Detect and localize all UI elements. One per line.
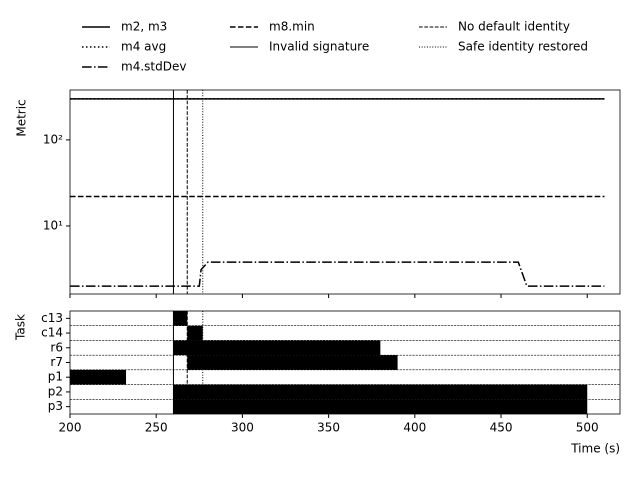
legend-label: m4.stdDev bbox=[121, 60, 186, 74]
task-bar bbox=[173, 399, 588, 414]
x-tick-label: 350 bbox=[317, 421, 340, 435]
x-tick-label: 450 bbox=[490, 421, 513, 435]
x-tick-label: 300 bbox=[231, 421, 254, 435]
task-bar bbox=[187, 325, 203, 341]
y-tick-label: 10¹ bbox=[43, 218, 63, 232]
x-tick-label: 250 bbox=[145, 421, 168, 435]
task-bar bbox=[173, 384, 588, 400]
task-bar bbox=[187, 355, 398, 370]
task-bar bbox=[173, 340, 381, 356]
legend-label: Safe identity restored bbox=[458, 40, 588, 54]
legend-label: m2, m3 bbox=[121, 20, 167, 34]
x-axis-label: Time (s) bbox=[570, 442, 620, 456]
y-axis-label: Task bbox=[14, 314, 28, 341]
y-tick-label: p3 bbox=[48, 399, 63, 413]
legend-label: No default identity bbox=[458, 20, 570, 34]
x-tick-label: 400 bbox=[403, 421, 426, 435]
x-tick-label: 200 bbox=[59, 421, 82, 435]
y-tick-label: c14 bbox=[41, 326, 63, 340]
y-tick-label: r6 bbox=[50, 340, 63, 354]
y-tick-label: p2 bbox=[48, 384, 63, 398]
legend-label: m4 avg bbox=[121, 40, 166, 54]
y-tick-label: p1 bbox=[48, 370, 63, 384]
y-axis-label: Metric bbox=[15, 99, 29, 136]
plot-frame bbox=[69, 89, 621, 295]
y-tick-label: r7 bbox=[50, 355, 63, 369]
legend-label: m8.min bbox=[269, 20, 315, 34]
task-bar bbox=[173, 311, 188, 326]
series-line bbox=[70, 261, 605, 287]
plot-frame bbox=[69, 310, 621, 415]
y-tick-label: 10² bbox=[43, 132, 63, 146]
legend-label: Invalid signature bbox=[269, 40, 369, 54]
y-tick-label: c13 bbox=[41, 311, 63, 325]
task-bar bbox=[70, 369, 127, 385]
x-tick-label: 500 bbox=[576, 421, 599, 435]
